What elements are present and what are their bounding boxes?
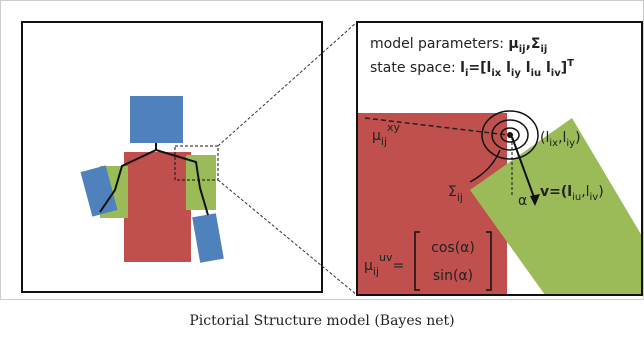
text-part: iv bbox=[551, 68, 561, 79]
text-part: l bbox=[501, 60, 511, 76]
head bbox=[130, 96, 183, 143]
text-part: ) bbox=[598, 184, 603, 200]
text-part: ix bbox=[549, 138, 558, 149]
text-part: ,l bbox=[581, 184, 589, 200]
text-part: ,l bbox=[558, 130, 566, 146]
text-part: state space: bbox=[370, 60, 456, 76]
text-part: uv bbox=[379, 251, 393, 264]
text-part: ij bbox=[541, 44, 548, 55]
torso bbox=[124, 152, 191, 262]
text-part: iy bbox=[566, 138, 575, 149]
text-part: ij bbox=[519, 44, 526, 55]
right-upper-arm bbox=[186, 155, 216, 210]
text-part: =[l bbox=[468, 60, 491, 76]
text-part: = bbox=[393, 258, 405, 274]
text-part: ij bbox=[381, 135, 387, 148]
text-part: μ bbox=[508, 36, 518, 52]
text-part: (l bbox=[540, 130, 549, 146]
text-part: v=(l bbox=[540, 184, 572, 200]
text-part: ix bbox=[491, 68, 501, 79]
state-text: state space: li=[lix liy liu liv]T bbox=[370, 58, 574, 79]
alpha-label: α bbox=[518, 193, 527, 209]
text-part: ij bbox=[457, 191, 463, 204]
text-part: μ bbox=[364, 258, 373, 274]
text-part: μ bbox=[372, 128, 381, 144]
text-part: T bbox=[567, 58, 574, 69]
text-part: ) bbox=[575, 130, 580, 146]
vector-row: cos(α) bbox=[431, 240, 475, 256]
text-part: model parameters: bbox=[370, 36, 504, 52]
text-part: iu bbox=[572, 192, 581, 203]
text-part: l bbox=[521, 60, 531, 76]
figure: model parameters: μij,Σij state space: l… bbox=[0, 0, 644, 341]
text-part: iv bbox=[590, 192, 599, 203]
text-part: iu bbox=[531, 68, 542, 79]
text-part: l bbox=[541, 60, 551, 76]
caption: Pictorial Structure model (Bayes net) bbox=[189, 313, 454, 329]
text-part: Σ bbox=[531, 36, 541, 52]
text-part: Σ bbox=[448, 184, 457, 200]
text-part: xy bbox=[387, 121, 401, 134]
vector-row: sin(α) bbox=[433, 268, 473, 284]
text-part: iy bbox=[511, 68, 521, 79]
text-part: ij bbox=[373, 265, 379, 278]
